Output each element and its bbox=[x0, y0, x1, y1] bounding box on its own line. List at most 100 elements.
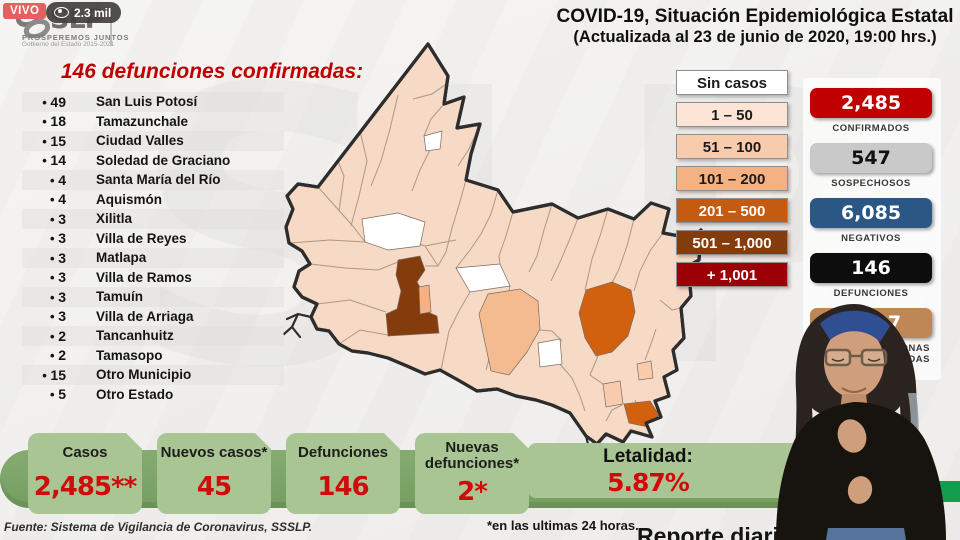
eye-icon bbox=[54, 7, 69, 18]
legend-item: 101 – 200 bbox=[676, 166, 788, 191]
death-list-item: 15 Otro Municipio bbox=[22, 365, 284, 385]
interpreter-eyes bbox=[831, 358, 881, 362]
letalidad-panel bbox=[528, 443, 813, 498]
deaths-list: 49 San Luis Potosí 18 Tamazunchale 15 Ci… bbox=[22, 92, 284, 404]
death-list-item: 4 Aquismón bbox=[22, 190, 284, 210]
summary-box: Nuevos casos* 45 bbox=[157, 433, 271, 514]
death-count: 3 bbox=[22, 289, 66, 305]
state-choropleth-map bbox=[282, 42, 703, 450]
death-count: 2 bbox=[22, 347, 66, 363]
stat-label: DEFUNCIONES bbox=[833, 288, 909, 299]
death-list-item: 4 Santa María del Río bbox=[22, 170, 284, 190]
death-municipality: Santa María del Río bbox=[96, 172, 221, 188]
map-region-101-200 bbox=[418, 284, 432, 315]
summary-box-label: Casos bbox=[62, 444, 108, 462]
death-count: 3 bbox=[22, 308, 66, 324]
live-badge: VIVO bbox=[3, 3, 47, 19]
map-legend: Sin casos 1 – 50 51 – 100 101 – 200 201 … bbox=[676, 70, 788, 294]
stat-value: 2,485 bbox=[810, 88, 932, 118]
report-caption: Reporte diario bbox=[637, 523, 793, 540]
summary-box: Nuevas defunciones* 2* bbox=[415, 433, 529, 514]
interpreter-torso bbox=[776, 402, 946, 540]
map-region-201-500 bbox=[578, 281, 636, 357]
death-municipality: Tamasopo bbox=[96, 347, 163, 363]
death-list-item: 3 Villa de Arriaga bbox=[22, 307, 284, 327]
death-list-item: 15 Ciudad Valles bbox=[22, 131, 284, 151]
death-municipality: Tamuín bbox=[96, 289, 143, 305]
death-count: 15 bbox=[22, 367, 66, 383]
logo-government-line: Gobierno del Estado 2015-2021 bbox=[22, 41, 115, 48]
legend-item: + 1,001 bbox=[676, 262, 788, 287]
legend-item: 51 – 100 bbox=[676, 134, 788, 159]
death-count: 4 bbox=[22, 191, 66, 207]
stat-unit: 2,485 CONFIRMADOS bbox=[810, 88, 932, 134]
legend-item: 501 – 1,000 bbox=[676, 230, 788, 255]
death-count: 2 bbox=[22, 328, 66, 344]
death-list-item: 2 Tamasopo bbox=[22, 346, 284, 366]
death-municipality: Soledad de Graciano bbox=[96, 152, 231, 168]
map-region-no-cases bbox=[361, 212, 426, 251]
summary-box-value: 2,485** bbox=[33, 471, 137, 502]
page-title: COVID-19, Situación Epidemiológica Estat… bbox=[556, 6, 954, 27]
death-count: 49 bbox=[22, 94, 66, 110]
death-municipality: Villa de Ramos bbox=[96, 269, 192, 285]
map-region-51-100 bbox=[636, 360, 654, 381]
letalidad-value: 5.87% bbox=[607, 468, 690, 497]
source-note: Fuente: Sistema de Vigilancia de Coronav… bbox=[4, 520, 313, 534]
death-municipality: Villa de Reyes bbox=[96, 230, 187, 246]
letalidad-block: Letalidad: 5.87% bbox=[548, 446, 748, 497]
page-subtitle: (Actualizada al 23 de junio de 2020, 19:… bbox=[573, 28, 937, 46]
summary-box-value: 146 bbox=[317, 471, 369, 502]
death-municipality: Tamazunchale bbox=[96, 113, 189, 129]
death-list-item: 18 Tamazunchale bbox=[22, 112, 284, 132]
interpreter-glasses bbox=[824, 348, 888, 367]
death-count: 3 bbox=[22, 230, 66, 246]
legend-item: Sin casos bbox=[676, 70, 788, 95]
death-municipality: San Luis Potosí bbox=[96, 94, 198, 110]
stats-column: 2,485 CONFIRMADOS 547 SOSPECHOSOS 6,085 … bbox=[810, 88, 932, 374]
stat-unit: 6,085 NEGATIVOS bbox=[810, 198, 932, 244]
death-list-item: 3 Villa de Ramos bbox=[22, 268, 284, 288]
interpreter-face bbox=[824, 326, 884, 398]
stat-label: NEGATIVOS bbox=[841, 233, 901, 244]
death-list-item: 3 Tamuín bbox=[22, 287, 284, 307]
death-municipality: Otro Estado bbox=[96, 386, 174, 402]
summary-box-label: Nuevas defunciones* bbox=[424, 438, 520, 473]
death-count: 14 bbox=[22, 152, 66, 168]
summary-box: Defunciones 146 bbox=[286, 433, 400, 514]
stat-unit: 547 SOSPECHOSOS bbox=[810, 143, 932, 189]
interpreter-jeans bbox=[826, 528, 906, 540]
stat-unit: 146 DEFUNCIONES bbox=[810, 253, 932, 299]
map-region-51-100 bbox=[602, 380, 624, 408]
summary-box-label: Defunciones bbox=[297, 444, 388, 462]
summary-box: Casos 2,485** bbox=[28, 433, 142, 514]
death-list-item: 2 Tancanhuitz bbox=[22, 326, 284, 346]
stat-label: SOSPECHOSOS bbox=[831, 178, 911, 189]
summary-box-value: 2* bbox=[457, 477, 487, 508]
death-count: 15 bbox=[22, 133, 66, 149]
map-region-101-200 bbox=[478, 288, 541, 376]
death-list-item: 14 Soledad de Graciano bbox=[22, 151, 284, 171]
deaths-title: 146 defunciones confirmadas: bbox=[60, 60, 364, 83]
death-municipality: Tancanhuitz bbox=[96, 328, 174, 344]
live-viewer-count: 2.3 mil bbox=[46, 2, 122, 23]
legend-item: 1 – 50 bbox=[676, 102, 788, 127]
death-count: 3 bbox=[22, 269, 66, 285]
death-count: 3 bbox=[22, 211, 66, 227]
death-count: 3 bbox=[22, 250, 66, 266]
death-municipality: Matlapa bbox=[96, 250, 147, 266]
death-list-item: 3 Xilitla bbox=[22, 209, 284, 229]
legend-item: 201 – 500 bbox=[676, 198, 788, 223]
stat-value: 146 bbox=[810, 253, 932, 283]
stat-label: CONFIRMADOS bbox=[832, 123, 910, 134]
map-state-border bbox=[284, 42, 703, 446]
death-list-item: 49 San Luis Potosí bbox=[22, 92, 284, 112]
map-region-no-cases bbox=[455, 263, 511, 293]
sign-language-interpreter bbox=[776, 304, 946, 540]
letalidad-label: Letalidad: bbox=[603, 446, 693, 467]
death-municipality: Otro Municipio bbox=[96, 367, 192, 383]
summary-box-label: Nuevos casos* bbox=[160, 444, 268, 462]
death-list-item: 3 Villa de Reyes bbox=[22, 229, 284, 249]
death-list-item: 3 Matlapa bbox=[22, 248, 284, 268]
